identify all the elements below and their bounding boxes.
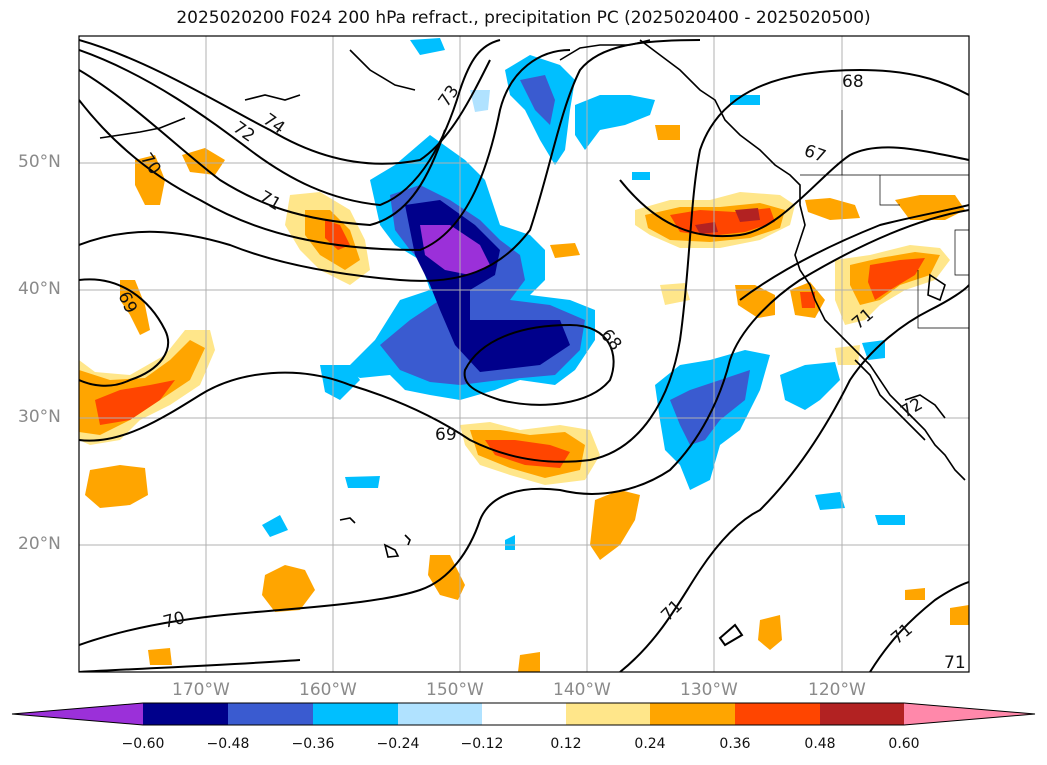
lon-label: 170°W (172, 680, 230, 700)
colorbar-bin (735, 703, 820, 725)
borders (800, 110, 969, 329)
colorbar-tick-label: 0.48 (804, 736, 836, 752)
colorbar-bin (566, 703, 650, 725)
lon-label: 160°W (299, 680, 357, 700)
lon-label: 120°W (808, 680, 866, 700)
colorbar-tick-label: −0.60 (121, 736, 165, 752)
colorbar-tick-label: −0.48 (206, 736, 250, 752)
colorbar (11, 702, 1036, 726)
contour-label: 69 (435, 425, 457, 445)
colorbar-tick-label: 0.36 (719, 736, 751, 752)
colorbar-bin (650, 703, 735, 725)
colorbar-min-extend (12, 703, 143, 725)
colorbar-bin (228, 703, 313, 725)
lat-label: 20°N (18, 534, 61, 554)
lat-label: 50°N (18, 152, 61, 172)
refractivity-contours (79, 39, 969, 672)
contour-label: 68 (842, 72, 864, 92)
map-frame (78, 35, 970, 673)
lat-label: 30°N (18, 407, 61, 427)
colorbar-bin (313, 703, 398, 725)
colorbar-bin (820, 703, 904, 725)
map-content: 74 73 72 71 70 69 69 68 68 67 71 70 71 7… (79, 36, 969, 673)
contour-label: 71 (944, 653, 966, 673)
lon-label: 130°W (680, 680, 738, 700)
colorbar-tick-label: −0.24 (376, 736, 420, 752)
colorbar-max-extend (904, 703, 1035, 725)
colorbar-tick-label: −0.36 (291, 736, 335, 752)
map-title: 2025020200 F024 200 hPa refract., precip… (176, 8, 871, 28)
lat-label: 40°N (18, 279, 61, 299)
lon-label: 150°W (426, 680, 484, 700)
lon-label: 140°W (553, 680, 611, 700)
colorbar-bin (482, 703, 566, 725)
colorbar-bin (398, 703, 482, 725)
colorbar-tick-label: 0.60 (888, 736, 920, 752)
colorbar-tick-label: 0.12 (550, 736, 582, 752)
colorbar-tick-label: −0.12 (460, 736, 504, 752)
colorbar-bin (143, 703, 228, 725)
colorbar-tick-label: 0.24 (634, 736, 666, 752)
